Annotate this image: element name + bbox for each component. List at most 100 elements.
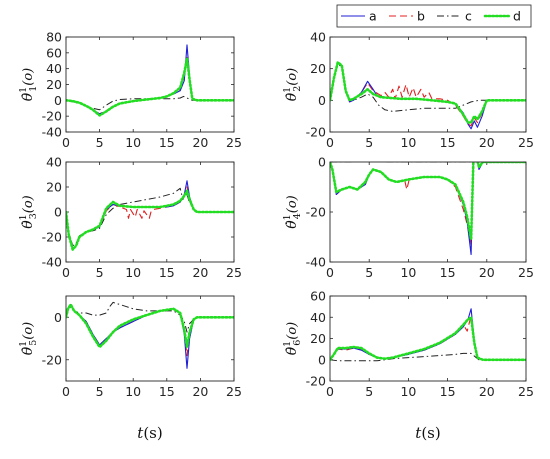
y-label-unit: (o) — [21, 322, 36, 340]
x-tick-label: 20 — [479, 265, 495, 280]
y-tick-label: 20 — [310, 61, 326, 76]
x-tick-label: 15 — [440, 384, 456, 399]
x-tick-label: 5 — [96, 384, 104, 399]
y-tick-label: -40 — [306, 255, 326, 270]
x-tick-label: 10 — [400, 384, 416, 399]
axes-frame — [65, 295, 235, 382]
series-line-a — [330, 308, 526, 361]
y-tick-label: -20 — [42, 230, 62, 245]
y-label-sub: 2 — [292, 86, 303, 92]
y-tick-label: -40 — [42, 255, 62, 270]
y-tick-label: 0 — [54, 310, 62, 325]
x-tick-label: 25 — [226, 265, 242, 280]
series-group — [66, 180, 234, 251]
x-tick-label: 0 — [62, 384, 70, 399]
y-tick-label: -40 — [42, 125, 62, 140]
y-tick-label: 80 — [46, 30, 62, 45]
y-label-sup: 1 — [18, 87, 29, 93]
y-tick-label: 20 — [310, 331, 326, 346]
y-tick-label: 0 — [54, 205, 62, 220]
axes-frame — [329, 295, 527, 382]
y-label-unit: (o) — [285, 68, 300, 86]
legend-label-c: c — [465, 9, 472, 24]
y-tick-label: 0 — [54, 93, 62, 108]
series-line-b — [330, 162, 526, 246]
series-line-c — [66, 301, 234, 333]
series-line-b — [66, 186, 234, 249]
series-line-a — [66, 44, 234, 115]
x-tick-label: 25 — [226, 135, 242, 150]
y-label-sup: 1 — [282, 341, 293, 347]
y-axis-label: θ̇12(o) — [282, 68, 303, 102]
y-label-sub: 6 — [292, 340, 303, 346]
y-tick-label: 20 — [46, 180, 62, 195]
y-tick-label: 0 — [318, 155, 326, 170]
x-label-var: t — [137, 424, 144, 442]
axes-frame — [65, 161, 235, 263]
series-line-d — [66, 57, 234, 117]
x-tick-label: 25 — [518, 135, 534, 150]
series-line-d — [66, 189, 234, 251]
x-tick-label: 15 — [159, 265, 175, 280]
x-tick-label: 10 — [125, 265, 141, 280]
legend-box — [336, 4, 532, 28]
y-tick-label: 40 — [46, 61, 62, 76]
series-group — [330, 162, 526, 256]
y-tick-label: 0 — [318, 93, 326, 108]
x-tick-label: 25 — [518, 265, 534, 280]
y-label-sup: 1 — [282, 87, 293, 93]
y-tick-label: -20 — [306, 205, 326, 220]
y-axis-label: θ̇15(o) — [18, 322, 39, 356]
x-tick-label: 10 — [400, 135, 416, 150]
x-tick-label: 15 — [159, 135, 175, 150]
legend: a b c d — [336, 4, 532, 28]
y-label-sup: 1 — [282, 214, 293, 220]
y-label-symbol: θ̇ — [20, 220, 36, 229]
y-label-sub: 1 — [28, 86, 39, 92]
series-line-d — [330, 162, 526, 241]
y-label-unit: (o) — [21, 68, 36, 86]
series-group — [66, 301, 234, 369]
y-tick-label: 40 — [46, 155, 62, 170]
series-line-c — [330, 162, 526, 163]
x-tick-label: 5 — [96, 135, 104, 150]
series-line-a — [330, 162, 526, 256]
y-label-unit: (o) — [285, 195, 300, 213]
x-axis-label: t(s) — [415, 424, 440, 442]
panel-3: 0 5 10 15 20 25 -40 -20 0 20 40 θ̇13(o) — [18, 155, 242, 281]
x-label-var: t — [415, 424, 422, 442]
x-tick-label: 5 — [365, 265, 373, 280]
axes-frame — [329, 161, 527, 263]
x-tick-label: 20 — [479, 384, 495, 399]
y-tick-label: 60 — [46, 45, 62, 60]
y-label-symbol: θ̇ — [284, 92, 300, 101]
x-tick-label: 0 — [326, 135, 334, 150]
y-tick-label: 20 — [46, 77, 62, 92]
x-label-unit: (s) — [143, 424, 162, 442]
axes-frame — [329, 36, 527, 133]
x-label-unit: (s) — [421, 424, 440, 442]
y-axis-label: θ̇13(o) — [18, 195, 39, 229]
x-tick-label: 15 — [440, 135, 456, 150]
x-tick-label: 0 — [62, 265, 70, 280]
y-label-sup: 1 — [18, 214, 29, 220]
y-tick-label: -20 — [42, 352, 62, 367]
x-tick-label: 20 — [192, 265, 208, 280]
x-tick-label: 20 — [192, 384, 208, 399]
y-label-symbol: θ̇ — [20, 346, 36, 355]
legend-label-a: a — [369, 9, 377, 24]
y-label-sub: 5 — [28, 340, 39, 346]
x-tick-label: 25 — [518, 384, 534, 399]
y-label-sub: 4 — [292, 213, 303, 219]
x-tick-label: 10 — [125, 384, 141, 399]
y-axis-label: θ̇16(o) — [282, 322, 303, 356]
x-tick-label: 5 — [96, 265, 104, 280]
legend-label-b: b — [417, 9, 425, 24]
x-tick-label: 10 — [125, 135, 141, 150]
panel-4: 0 5 10 15 20 25 -40 -20 0 θ̇14(o) — [282, 155, 534, 281]
series-line-d — [330, 316, 526, 362]
